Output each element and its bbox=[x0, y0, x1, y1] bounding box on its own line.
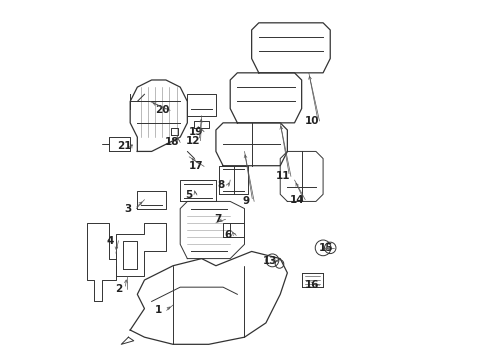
Text: 10: 10 bbox=[304, 116, 318, 126]
Text: 19: 19 bbox=[189, 127, 203, 137]
Text: 13: 13 bbox=[263, 256, 277, 266]
Text: 5: 5 bbox=[185, 190, 192, 200]
Text: 8: 8 bbox=[217, 180, 224, 190]
Text: 11: 11 bbox=[275, 171, 290, 181]
Text: 12: 12 bbox=[185, 136, 200, 146]
Text: 18: 18 bbox=[165, 138, 179, 148]
Text: 17: 17 bbox=[188, 161, 203, 171]
Text: 20: 20 bbox=[155, 105, 169, 115]
Text: 15: 15 bbox=[318, 243, 332, 253]
Text: 1: 1 bbox=[155, 305, 162, 315]
Text: 3: 3 bbox=[124, 203, 132, 213]
Text: 2: 2 bbox=[115, 284, 122, 294]
Text: 14: 14 bbox=[289, 195, 304, 204]
Text: 21: 21 bbox=[117, 141, 132, 151]
Text: 7: 7 bbox=[214, 214, 221, 224]
Text: 9: 9 bbox=[242, 197, 249, 206]
Text: 4: 4 bbox=[107, 236, 114, 246]
Text: 6: 6 bbox=[224, 230, 232, 240]
Text: 16: 16 bbox=[304, 280, 318, 291]
